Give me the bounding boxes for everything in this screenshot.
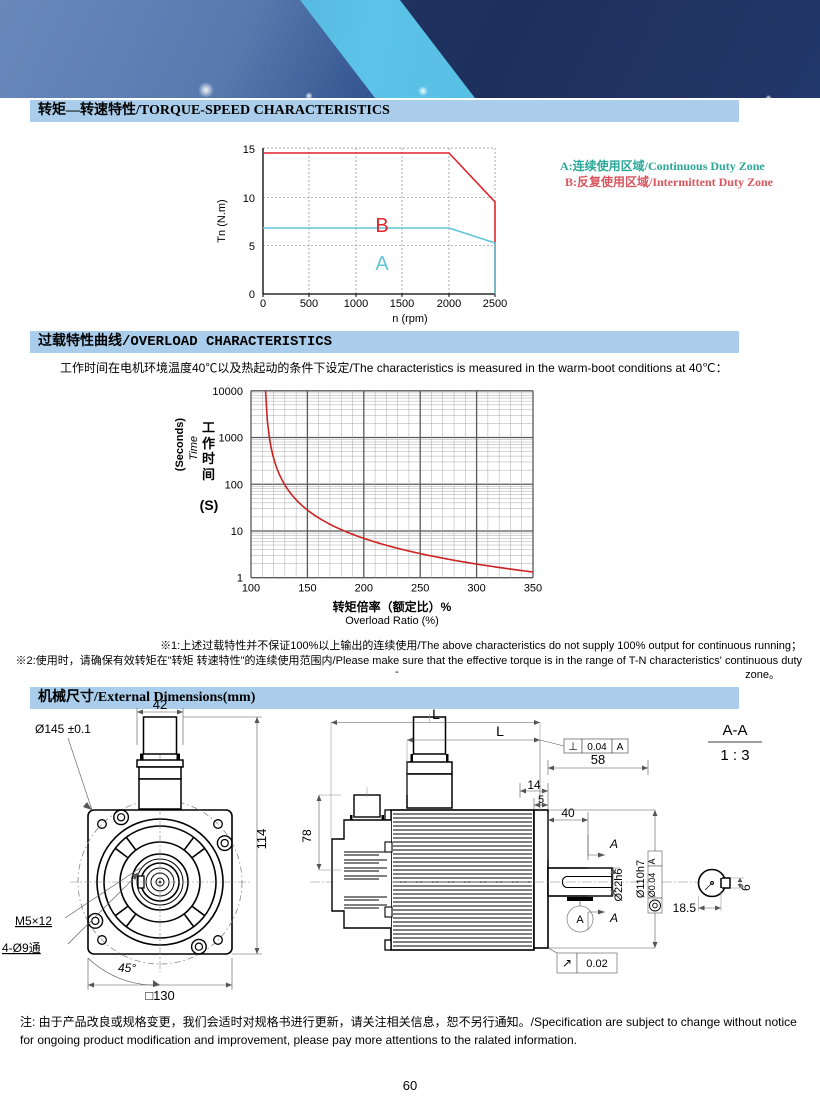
svg-text:4-Ø9通: 4-Ø9通 xyxy=(2,941,41,955)
svg-text:Ø145 ±0.1: Ø145 ±0.1 xyxy=(35,722,91,736)
svg-text:⊥: ⊥ xyxy=(568,741,578,753)
svg-text:1 : 3: 1 : 3 xyxy=(720,747,749,764)
svg-text:A: A xyxy=(617,742,624,753)
svg-text:100: 100 xyxy=(242,583,260,595)
svg-text:A: A xyxy=(647,858,657,864)
svg-text:Overload Ratio (%): Overload Ratio (%) xyxy=(345,615,439,627)
svg-text:5: 5 xyxy=(249,241,255,253)
svg-text:0: 0 xyxy=(260,298,266,310)
svg-text:A: A xyxy=(609,837,618,851)
svg-text:58: 58 xyxy=(591,752,605,767)
svg-text:1000: 1000 xyxy=(219,433,243,445)
svg-text:45°: 45° xyxy=(118,961,136,975)
svg-text:Tn (N.m): Tn (N.m) xyxy=(216,199,228,242)
svg-text:A: A xyxy=(576,914,584,926)
svg-text:300: 300 xyxy=(467,583,485,595)
svg-text:M5×12: M5×12 xyxy=(15,914,52,928)
svg-text:40: 40 xyxy=(561,806,575,820)
svg-text:78: 78 xyxy=(300,829,314,843)
svg-text:A: A xyxy=(375,253,389,275)
svg-text:0: 0 xyxy=(249,289,255,301)
svg-text:250: 250 xyxy=(411,583,429,595)
svg-text:B: B xyxy=(375,215,388,237)
svg-text:500: 500 xyxy=(300,298,318,310)
svg-text:2500: 2500 xyxy=(483,298,507,310)
svg-text:18.5: 18.5 xyxy=(673,901,697,915)
svg-text:A-A: A-A xyxy=(722,722,747,739)
svg-text:Ø110h7: Ø110h7 xyxy=(635,860,647,898)
svg-text:转矩倍率（额定比）%: 转矩倍率（额定比）% xyxy=(333,599,452,614)
svg-text:↗: ↗ xyxy=(562,956,572,970)
svg-text:Ø22h6: Ø22h6 xyxy=(613,868,625,901)
svg-text:5: 5 xyxy=(538,794,544,806)
svg-text:150: 150 xyxy=(298,583,316,595)
svg-text:0.02: 0.02 xyxy=(586,958,607,970)
svg-text:n (rpm): n (rpm) xyxy=(392,313,427,325)
svg-text:1000: 1000 xyxy=(344,298,368,310)
svg-text:0.04: 0.04 xyxy=(587,742,607,753)
svg-text:10000: 10000 xyxy=(212,386,243,398)
svg-text:350: 350 xyxy=(524,583,542,595)
svg-text:14: 14 xyxy=(527,778,541,792)
svg-text:L: L xyxy=(496,723,504,739)
svg-text:Ø0.04: Ø0.04 xyxy=(647,873,657,898)
svg-text:100: 100 xyxy=(225,479,243,491)
svg-text:1: 1 xyxy=(237,573,243,585)
svg-text:15: 15 xyxy=(243,144,255,156)
svg-text:10: 10 xyxy=(243,193,255,205)
svg-text:10: 10 xyxy=(231,526,243,538)
svg-text:□130: □130 xyxy=(145,988,175,1003)
svg-text:114: 114 xyxy=(254,829,269,850)
svg-text:2000: 2000 xyxy=(437,298,461,310)
svg-text:6: 6 xyxy=(739,884,753,891)
svg-text:A: A xyxy=(609,911,618,925)
svg-text:200: 200 xyxy=(355,583,373,595)
svg-text:1500: 1500 xyxy=(390,298,414,310)
